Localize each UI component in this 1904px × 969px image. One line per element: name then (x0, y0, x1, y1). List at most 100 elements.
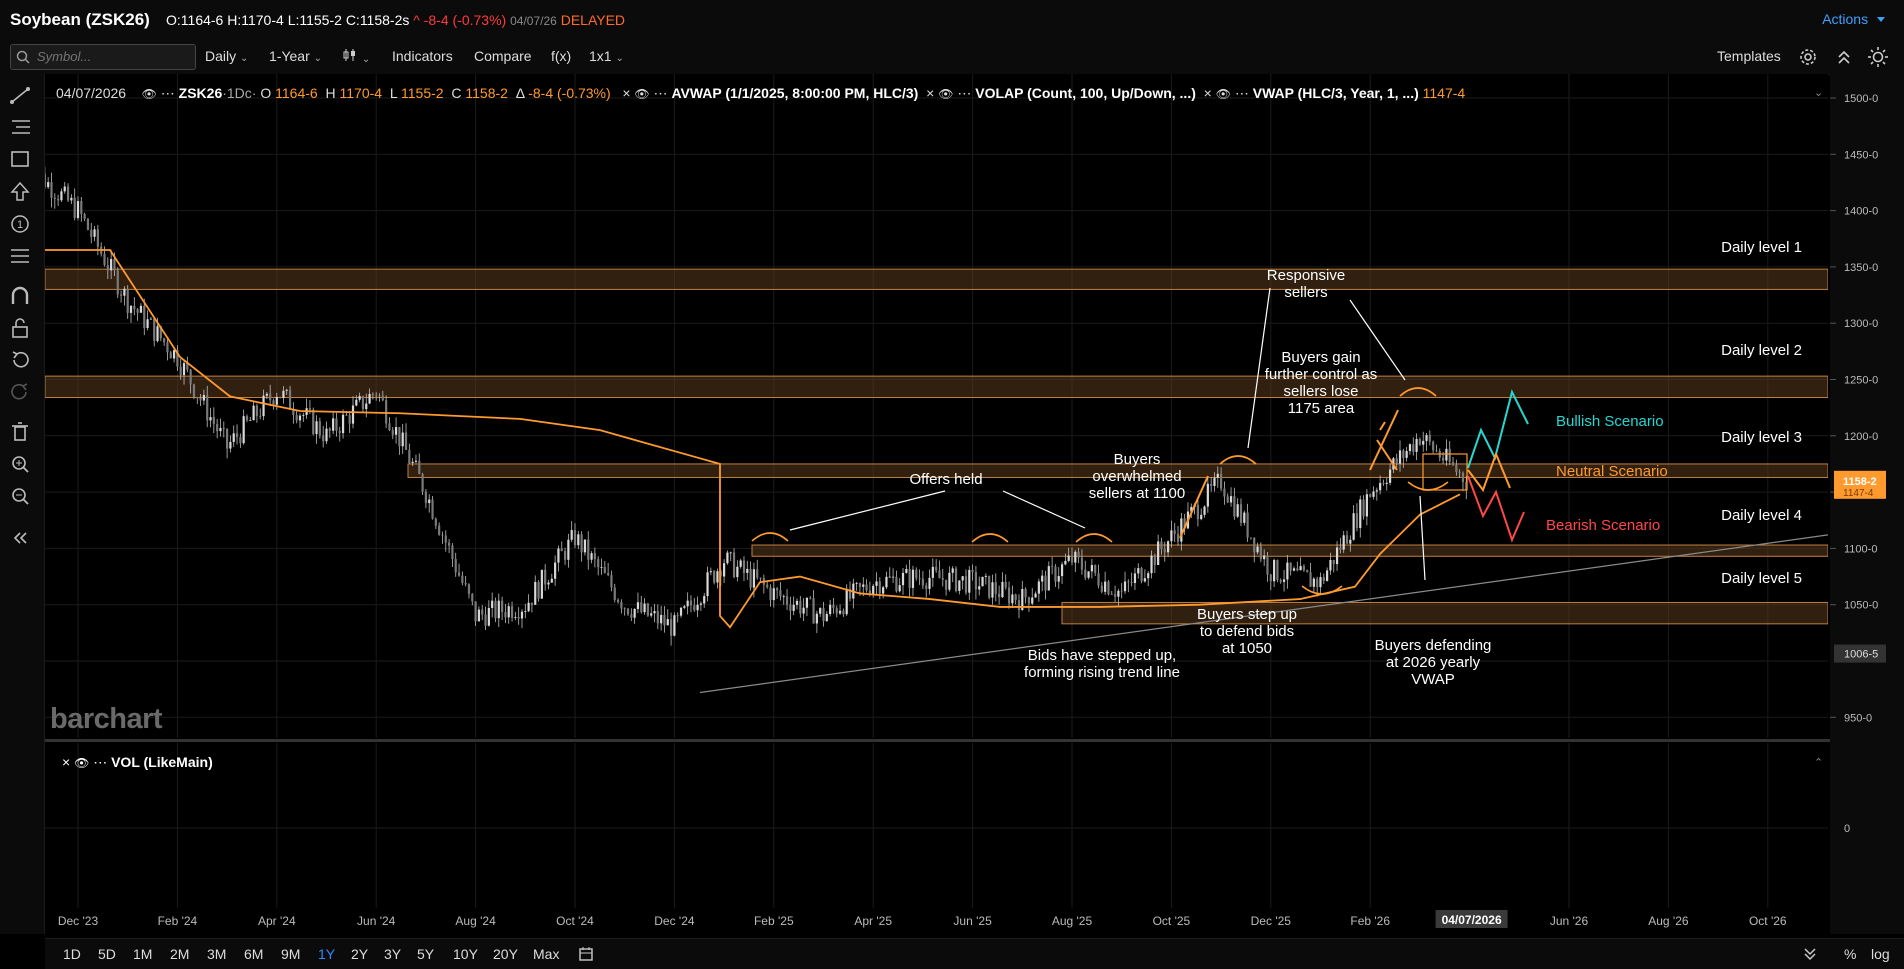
fib-tool-icon[interactable] (8, 116, 36, 140)
range-button-1m[interactable]: 1M (133, 946, 153, 962)
buyers-step-up-note: Buyers step up to defend bids at 1050 (1197, 606, 1297, 657)
range-button-2y[interactable]: 2Y (351, 946, 369, 962)
buyers-overwhelmed-note-line: Buyers (1114, 451, 1161, 468)
arrow-tool-icon[interactable] (8, 180, 36, 204)
eye-icon[interactable]: 👁 (141, 87, 157, 101)
candle-body (361, 396, 365, 410)
more-icon[interactable]: ⋯ (160, 85, 175, 101)
log-toggle[interactable]: log (1871, 946, 1890, 962)
swing-low-arc (1407, 481, 1449, 491)
close-icon[interactable]: × (622, 85, 631, 101)
collapse-up-icon[interactable] (1836, 48, 1852, 66)
lock-icon[interactable] (8, 316, 36, 340)
more-icon[interactable]: ⋯ (957, 85, 972, 101)
candle-body (726, 552, 729, 564)
candle-body (139, 305, 143, 313)
range-button-9m[interactable]: 9M (281, 946, 301, 962)
range-button-1d[interactable]: 1D (63, 946, 81, 962)
candle-body (504, 612, 507, 618)
candle-body (136, 309, 139, 313)
zoom-out-icon[interactable] (8, 484, 36, 508)
fx-button[interactable]: f(x) (551, 48, 572, 64)
eye-icon[interactable]: 👁 (634, 87, 650, 101)
candle-body (699, 603, 703, 605)
more-icon[interactable]: ⋯ (1234, 85, 1249, 101)
double-chevron-down-icon[interactable] (1803, 947, 1817, 961)
collapse-left-icon[interactable] (8, 526, 36, 550)
percent-toggle[interactable]: % (1844, 946, 1857, 962)
candle-body (537, 582, 540, 599)
more-icon[interactable]: ⋯ (653, 85, 668, 101)
range-button-3y[interactable]: 3Y (384, 946, 402, 962)
candle-body (1435, 450, 1438, 452)
chevron-down-icon[interactable]: ⌄ (1814, 87, 1824, 99)
settings-lines-icon[interactable] (8, 244, 36, 268)
compare-button[interactable]: Compare (474, 48, 532, 64)
trash-icon[interactable] (8, 420, 36, 444)
buyer-arrow (1379, 421, 1386, 431)
pointer-line (789, 490, 946, 531)
price-marker-label: 1006-5 (1844, 649, 1878, 661)
actions-menu[interactable]: Actions (1822, 11, 1886, 27)
range-button-5d[interactable]: 5D (98, 946, 116, 962)
time-axis[interactable]: Dec '23 Feb '24 Apr '24 Jun '24 Aug '24 Oct '… (45, 908, 1830, 934)
price-scale[interactable]: 1500-0 1450-0 1400-0 1350-0 1300-0 1250-0 1200… (1830, 74, 1904, 934)
range-button-max[interactable]: Max (533, 946, 560, 962)
range-button-5y[interactable]: 5Y (417, 946, 435, 962)
search-input[interactable] (35, 48, 189, 65)
candle-body (1239, 504, 1243, 523)
candle-body (1369, 494, 1372, 497)
close-icon[interactable]: × (62, 754, 71, 770)
zoom-in-icon[interactable] (8, 452, 36, 476)
range-button-10y[interactable]: 10Y (453, 946, 478, 962)
candle-body (1107, 581, 1110, 595)
panel-divider[interactable] (45, 739, 1830, 742)
candle-body (958, 580, 961, 591)
close-icon[interactable]: × (926, 85, 935, 101)
eye-icon[interactable]: 👁 (1215, 87, 1231, 101)
more-icon[interactable]: ⋯ (93, 754, 108, 770)
candle-body (484, 614, 487, 626)
interval-select[interactable]: Daily ⌄ (205, 48, 248, 64)
symbol-search[interactable] (10, 44, 196, 70)
candle-body (895, 576, 898, 592)
candle-body (414, 460, 418, 462)
candle-body (626, 608, 630, 615)
chart-type-select[interactable]: ⌄ (342, 48, 370, 65)
range-button-1y[interactable]: 1Y (318, 946, 336, 962)
range-button-6m[interactable]: 6M (244, 946, 264, 962)
candle-body (355, 399, 358, 406)
gear-icon[interactable] (1799, 48, 1817, 66)
price-chart[interactable]: Daily level 1 Daily level 2 Daily level 3 D… (45, 74, 1828, 738)
trendline-tool-icon[interactable] (8, 84, 36, 108)
candle-body (868, 590, 871, 595)
indicators-button[interactable]: Indicators (392, 48, 453, 64)
candle-body (1398, 450, 1402, 464)
number-marker-icon[interactable]: 1 (8, 212, 36, 236)
swing-high-arc (751, 532, 789, 542)
candle-body (1094, 565, 1097, 574)
price-tick-label: 1050-0 (1844, 600, 1878, 612)
close-icon[interactable]: × (1203, 85, 1212, 101)
layout-select[interactable]: 1x1 ⌄ (589, 48, 624, 64)
candle-body (1352, 513, 1355, 540)
range-button-20y[interactable]: 20Y (493, 946, 518, 962)
eye-icon[interactable]: 👁 (74, 756, 90, 770)
redo-icon[interactable] (8, 380, 36, 404)
range-button-3m[interactable]: 3M (207, 946, 227, 962)
sun-icon[interactable] (1868, 47, 1888, 67)
eye-icon[interactable]: 👁 (938, 87, 954, 101)
candle-body (269, 393, 272, 401)
candle-body (212, 417, 215, 425)
candle-body (1243, 512, 1246, 523)
calendar-icon[interactable] (578, 946, 594, 962)
magnet-icon[interactable] (8, 284, 36, 308)
templates-button[interactable]: Templates (1717, 48, 1781, 64)
range-button-2m[interactable]: 2M (170, 946, 190, 962)
undo-icon[interactable] (8, 348, 36, 372)
candle-body (567, 539, 570, 560)
chevron-up-icon[interactable]: ⌃ (1814, 757, 1824, 769)
rectangle-tool-icon[interactable] (8, 148, 36, 172)
range-select[interactable]: 1-Year ⌄ (269, 48, 322, 64)
candle-body (464, 583, 467, 585)
